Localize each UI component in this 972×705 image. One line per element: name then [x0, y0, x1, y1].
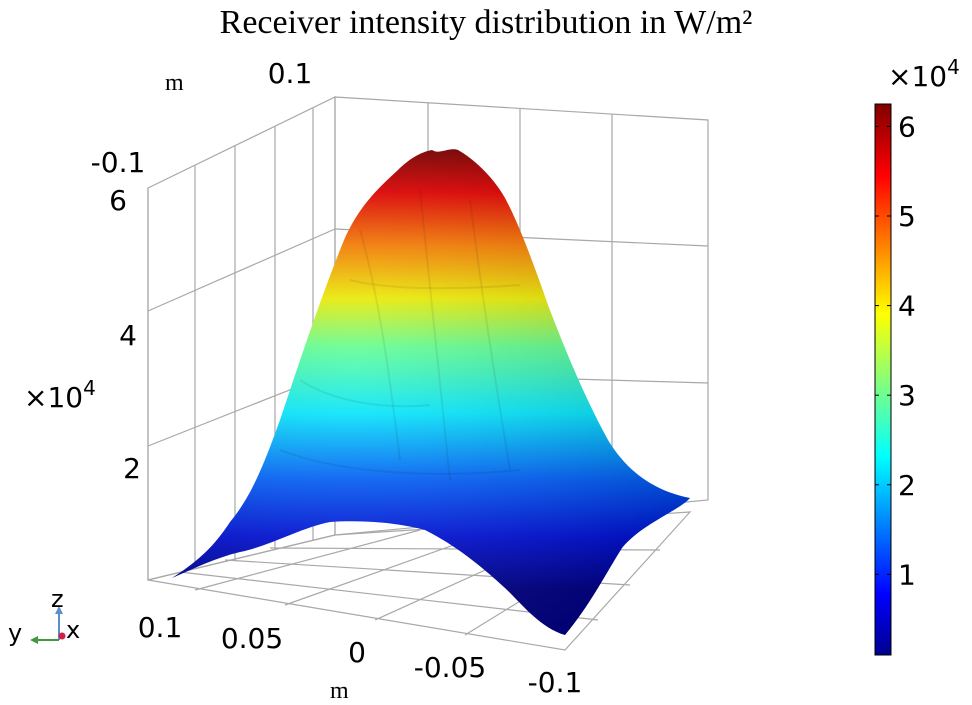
triad-x-dot — [58, 632, 66, 640]
x-axis-unit: m — [330, 678, 349, 704]
colorbar-tick-label: 6 — [898, 110, 916, 143]
triad-z-arrowhead — [55, 606, 63, 614]
intensity-surface — [172, 149, 690, 636]
y-tick-label: -0.1 — [91, 146, 146, 179]
colorbar-tick-label: 5 — [898, 200, 916, 233]
orientation-triad: z y x — [8, 585, 80, 647]
triad-y-arrowhead — [30, 636, 38, 644]
z-axis-multiplier: ×104 — [24, 376, 96, 414]
y-tick-label: 0.1 — [268, 57, 313, 90]
x-tick-label: 0.1 — [138, 611, 183, 644]
z-tick-label: 4 — [119, 319, 137, 352]
z-tick-label: 2 — [123, 452, 141, 485]
chart-title: Receiver intensity distribution in W/m² — [219, 4, 753, 41]
colorbar-gradient — [874, 103, 892, 656]
colorbar-multiplier: ×104 — [888, 55, 960, 93]
x-tick-label: -0.05 — [414, 651, 486, 684]
colorbar: 1 2 3 4 5 6 ×104 — [874, 55, 960, 656]
x-tick-label: -0.1 — [528, 666, 583, 699]
z-tick-label: 6 — [109, 184, 127, 217]
triad-y-label: y — [8, 619, 22, 647]
colorbar-tick-label: 4 — [898, 290, 916, 323]
colorbar-tick-label: 2 — [898, 469, 916, 502]
triad-x-label: x — [66, 616, 80, 644]
y-axis-unit: m — [165, 70, 184, 96]
x-tick-label: 0.05 — [221, 622, 283, 655]
triad-z-label: z — [51, 585, 64, 613]
colorbar-tick-label: 1 — [898, 558, 916, 591]
colorbar-tick-label: 3 — [898, 379, 916, 412]
x-tick-label: 0 — [348, 636, 366, 669]
